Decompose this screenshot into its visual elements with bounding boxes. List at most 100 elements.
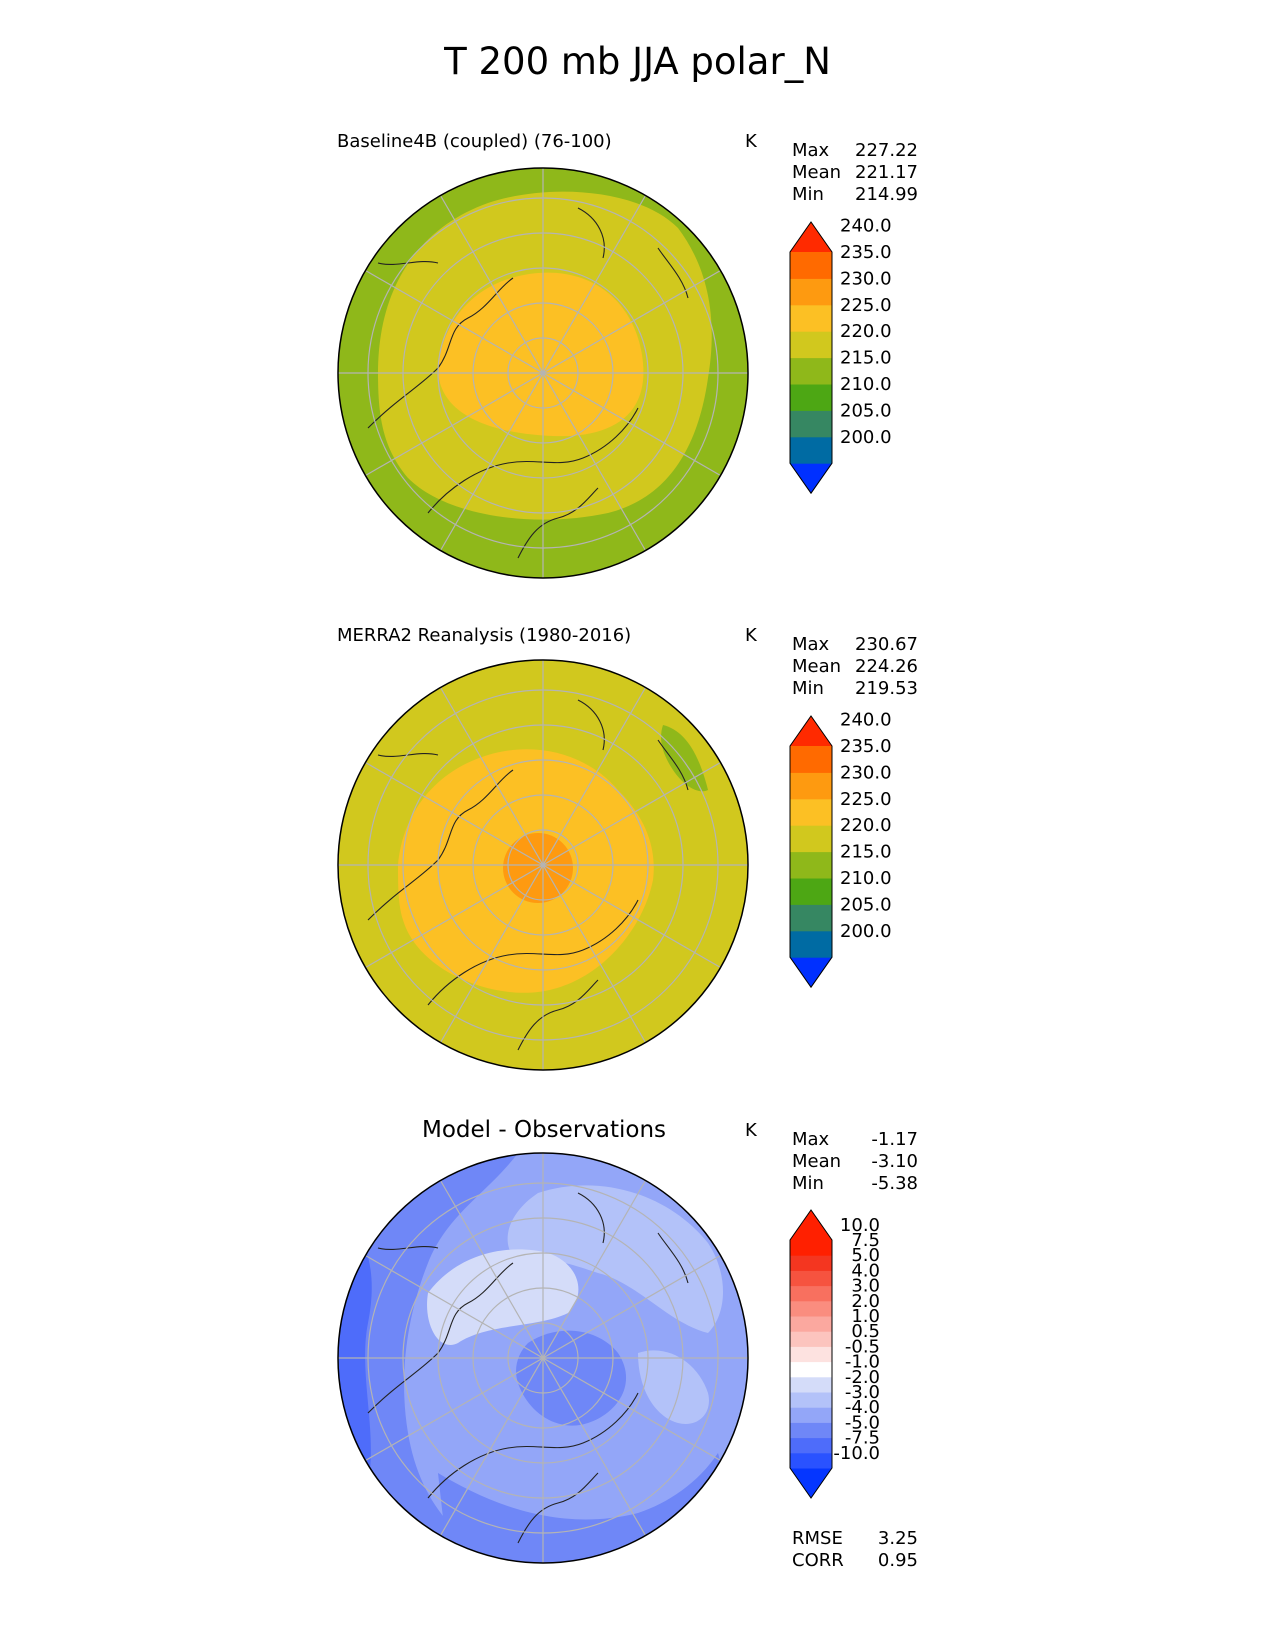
colorbar-tick-label: 225.0 bbox=[840, 295, 892, 316]
colorbar-bin bbox=[790, 278, 832, 306]
colorbar-tick-label: 210.0 bbox=[840, 868, 892, 889]
stat-max-value: 227.22 bbox=[855, 140, 918, 161]
rmse-label: RMSE bbox=[792, 1528, 843, 1549]
colorbar-extend-min bbox=[790, 1468, 832, 1498]
colorbar-tick-label: -2.0 bbox=[845, 1367, 880, 1388]
colorbar-extend-max bbox=[790, 222, 832, 252]
panel-3-stats: Max -1.17 Mean -3.10 Min -5.38 bbox=[792, 1129, 918, 1195]
colorbar-bin bbox=[790, 410, 832, 438]
colorbar-bin bbox=[790, 304, 832, 332]
colorbar-baseline: 200.0 205.0 210.0 215.0 220.0 225.0 230.0 235.0… bbox=[789, 216, 892, 495]
colorbar-outline bbox=[789, 221, 833, 495]
map-boundary bbox=[337, 659, 749, 1071]
colorbar-extend-min bbox=[790, 957, 832, 988]
colorbar-tick-label: 230.0 bbox=[840, 762, 892, 783]
stat-min-value: 214.99 bbox=[855, 184, 918, 205]
colorbar-tick-label: 200.0 bbox=[840, 921, 892, 942]
colorbar-tick-label: 230.0 bbox=[840, 268, 892, 289]
colorbar-tick-label: 200.0 bbox=[840, 427, 892, 448]
corr-label: CORR bbox=[792, 1550, 844, 1571]
colorbar-tick-label: 7.5 bbox=[851, 1230, 880, 1251]
stat-max-value: -1.17 bbox=[871, 1129, 918, 1150]
colorbar-bin bbox=[790, 746, 832, 773]
colorbar-extend-max bbox=[790, 716, 832, 746]
colorbar-tick-label: 5.0 bbox=[851, 1245, 880, 1266]
coastlines bbox=[367, 1192, 689, 1544]
colorbar-bin bbox=[790, 798, 832, 826]
rmse-value: 3.25 bbox=[877, 1528, 918, 1549]
colorbar-tick-label: 215.0 bbox=[840, 348, 892, 369]
zone-polar bbox=[438, 272, 644, 437]
colorbar-tick-label: -10.0 bbox=[833, 1443, 880, 1464]
colorbar-tick-label: 240.0 bbox=[840, 216, 892, 237]
colorbar-tick-label: -3.0 bbox=[845, 1382, 880, 1403]
panel-1-stats: Max 227.22 Mean 221.17 Min 214.99 bbox=[792, 140, 918, 206]
colorbar-bin bbox=[790, 1437, 832, 1454]
colorbar-bin bbox=[790, 1255, 832, 1271]
colorbar-tick-label: 205.0 bbox=[840, 894, 892, 915]
colorbar-bin bbox=[790, 1331, 832, 1347]
difference-metrics: RMSE 3.25 CORR 0.95 bbox=[792, 1528, 918, 1572]
stat-min-label: Min bbox=[792, 184, 824, 205]
colorbar-extend-max bbox=[790, 1210, 832, 1240]
colorbar-bin bbox=[790, 1240, 832, 1256]
colorbar-bin bbox=[790, 1316, 832, 1332]
colorbar-bin bbox=[790, 1346, 832, 1363]
colorbar-bin bbox=[790, 1285, 832, 1302]
stat-max-label: Max bbox=[792, 1129, 830, 1150]
colorbar-bin bbox=[790, 1361, 832, 1378]
stat-max-label: Max bbox=[792, 140, 830, 161]
stat-mean-label: Mean bbox=[792, 1151, 842, 1172]
stat-mean-label: Mean bbox=[792, 162, 842, 183]
stat-mean-value: 224.26 bbox=[855, 656, 918, 677]
colorbar-bin bbox=[790, 252, 832, 279]
stat-max-label: Max bbox=[792, 634, 830, 655]
colorbar-bin bbox=[790, 1422, 832, 1439]
colorbar-bin bbox=[790, 1270, 832, 1287]
colorbar-outline bbox=[789, 1209, 833, 1499]
colorbar-outline bbox=[789, 715, 833, 989]
colorbar-bin bbox=[790, 772, 832, 800]
zone-east-light bbox=[638, 1350, 709, 1424]
zone-central-light bbox=[427, 1249, 579, 1345]
colorbar-tick-label: -7.5 bbox=[845, 1428, 880, 1449]
colorbar-bin bbox=[790, 436, 832, 464]
polar-map-difference bbox=[337, 1152, 749, 1564]
zone-bering-patch bbox=[661, 725, 708, 792]
colorbar-bin bbox=[790, 878, 832, 905]
panel-3-title: Model - Observations bbox=[422, 1117, 667, 1143]
colorbar-tick-label: 215.0 bbox=[840, 842, 892, 863]
panel-3-units: K bbox=[745, 1120, 757, 1141]
colorbar-tick-label: 235.0 bbox=[840, 736, 892, 757]
colorbar-bin bbox=[790, 1392, 832, 1408]
stat-min-value: 219.53 bbox=[855, 678, 918, 699]
stat-mean-value: 221.17 bbox=[855, 162, 918, 183]
colorbar-tick-label: 235.0 bbox=[840, 242, 892, 263]
colorbar-bin bbox=[790, 1376, 832, 1393]
graticule bbox=[338, 168, 748, 578]
colorbar-bin bbox=[790, 357, 832, 385]
colorbar-bin bbox=[790, 904, 832, 932]
panel-2-title: MERRA2 Reanalysis (1980-2016) bbox=[337, 625, 632, 646]
colorbar-bin bbox=[790, 851, 832, 879]
colorbar-tick-label: 240.0 bbox=[840, 710, 892, 731]
figure-title: T 200 mb JJA polar_N bbox=[444, 40, 831, 83]
colorbar-tick-label: 2.0 bbox=[851, 1291, 880, 1312]
colorbar-tick-label: -1.0 bbox=[845, 1352, 880, 1373]
colorbar-merra2: 200.0 205.0 210.0 215.0 220.0 225.0 230.0 235.0… bbox=[789, 710, 892, 989]
colorbar-bin bbox=[790, 1407, 832, 1423]
stat-max-value: 230.67 bbox=[855, 634, 918, 655]
colorbar-tick-label: 220.0 bbox=[840, 815, 892, 836]
colorbar-tick-label: -0.5 bbox=[845, 1336, 880, 1357]
colorbar-bin bbox=[790, 331, 832, 359]
map-boundary bbox=[337, 1152, 749, 1564]
colorbar-tick-label: 1.0 bbox=[851, 1306, 880, 1327]
polar-map-baseline bbox=[337, 167, 749, 579]
colorbar-tick-label: -5.0 bbox=[845, 1412, 880, 1433]
colorbar-tick-label: 220.0 bbox=[840, 321, 892, 342]
panel-2-stats: Max 230.67 Mean 224.26 Min 219.53 bbox=[792, 634, 918, 700]
colorbar-tick-label: 210.0 bbox=[840, 374, 892, 395]
colorbar-tick-label: 3.0 bbox=[851, 1276, 880, 1297]
stat-min-label: Min bbox=[792, 1173, 824, 1194]
graticule bbox=[338, 660, 748, 1070]
